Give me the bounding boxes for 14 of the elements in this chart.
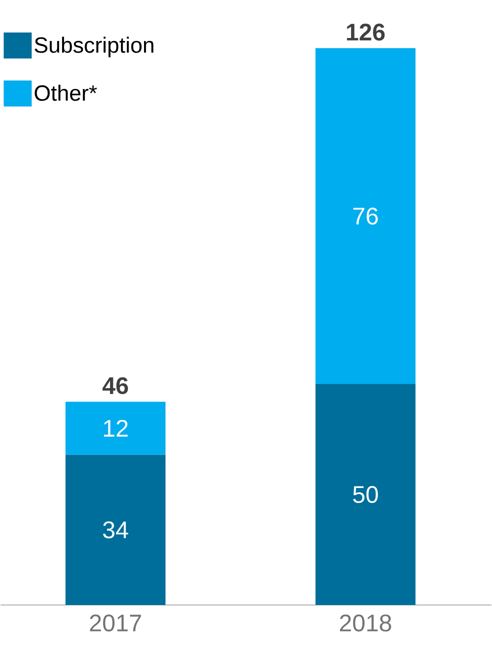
- bar: [66, 454, 166, 605]
- bar: [315, 384, 416, 605]
- bar: [315, 48, 416, 384]
- x-tick-label: 2017: [90, 614, 141, 632]
- total-label: 126: [346, 24, 385, 41]
- legend-label: Subscription: [34, 36, 154, 58]
- data-label: 76: [353, 208, 378, 225]
- legend-label: Other*: [34, 84, 97, 101]
- data-label: 12: [104, 420, 128, 437]
- data-label: 34: [103, 521, 128, 538]
- data-label: 50: [353, 486, 378, 504]
- x-tick-label: 2018: [340, 614, 392, 632]
- bar: [66, 402, 166, 455]
- total-label: 46: [102, 377, 128, 394]
